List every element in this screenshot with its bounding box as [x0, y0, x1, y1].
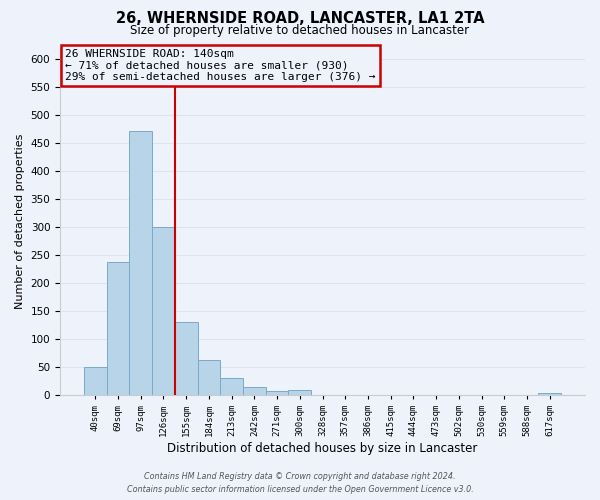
- Bar: [197, 360, 220, 395]
- Text: Contains HM Land Registry data © Crown copyright and database right 2024.
Contai: Contains HM Land Registry data © Crown c…: [127, 472, 473, 494]
- Bar: [130, 131, 152, 395]
- Bar: [175, 322, 197, 395]
- Y-axis label: Number of detached properties: Number of detached properties: [15, 134, 25, 309]
- Bar: [538, 394, 561, 395]
- Bar: [243, 387, 266, 395]
- Text: Size of property relative to detached houses in Lancaster: Size of property relative to detached ho…: [130, 24, 470, 37]
- X-axis label: Distribution of detached houses by size in Lancaster: Distribution of detached houses by size …: [167, 442, 478, 455]
- Bar: [220, 378, 243, 395]
- Bar: [84, 367, 107, 395]
- Bar: [107, 262, 130, 395]
- Text: 26, WHERNSIDE ROAD, LANCASTER, LA1 2TA: 26, WHERNSIDE ROAD, LANCASTER, LA1 2TA: [116, 11, 484, 26]
- Text: 26 WHERNSIDE ROAD: 140sqm
← 71% of detached houses are smaller (930)
29% of semi: 26 WHERNSIDE ROAD: 140sqm ← 71% of detac…: [65, 49, 376, 82]
- Bar: [266, 390, 289, 395]
- Bar: [289, 390, 311, 395]
- Bar: [152, 227, 175, 395]
